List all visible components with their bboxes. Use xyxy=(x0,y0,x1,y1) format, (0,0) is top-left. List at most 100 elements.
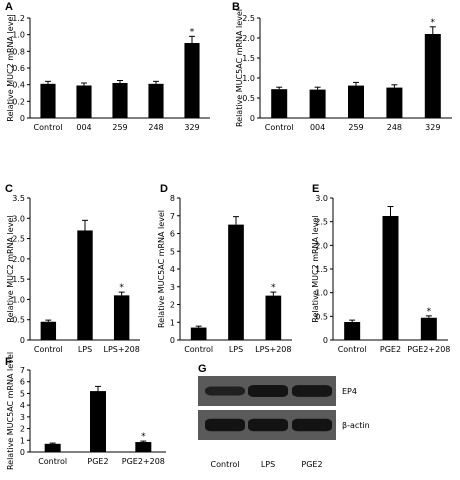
bar-lps-208 xyxy=(265,295,282,340)
y-axis-label: Relative MUC2 mRNA level xyxy=(6,215,15,322)
bar-pge2 xyxy=(382,215,399,340)
panel-label: G xyxy=(198,363,207,375)
panel-label: E xyxy=(312,183,319,195)
y-tick-label: 0.4 xyxy=(12,81,25,90)
y-tick-label: 2.0 xyxy=(315,241,328,250)
panel-label: A xyxy=(5,1,13,13)
x-tick-label: 004 xyxy=(76,123,91,132)
bar-pge2-208 xyxy=(135,442,152,452)
y-axis-label: Relative MUC2 mRNA level xyxy=(6,14,15,121)
y-tick-label: 1.0 xyxy=(242,74,255,83)
panel-label: F xyxy=(5,356,12,368)
y-tick-label: 3 xyxy=(20,413,25,422)
bar-control xyxy=(40,83,56,118)
y-tick-label: 7 xyxy=(20,366,25,375)
panel-label: D xyxy=(160,183,168,195)
x-tick-label: LPS xyxy=(229,345,243,354)
chart-panel-c: C 0 0.5 1.0 1.5 2.0 2.5 3.0 3.5 Relative MUC2 mRN… xyxy=(5,183,140,354)
x-tick-label: PGE2 xyxy=(380,345,401,354)
x-tick-label: Control xyxy=(338,345,367,354)
chart-panel-e: E 0 0.5 1.0 1.5 2.0 2.5 3.0 Relative MUC2 mRNA l… xyxy=(311,183,450,354)
x-tick-label: Control xyxy=(38,457,67,466)
significance-marker: * xyxy=(141,432,146,442)
x-tick-label: 329 xyxy=(184,123,199,132)
y-tick-label: 3.0 xyxy=(12,214,25,223)
bar-pge2 xyxy=(90,391,106,452)
blot-band xyxy=(292,418,332,432)
bar-248 xyxy=(386,87,403,118)
x-tick-label: LPS+208 xyxy=(255,345,291,354)
bar-control xyxy=(190,327,207,340)
y-axis-label: Relative MUC5AC mRNA level xyxy=(6,352,15,470)
y-axis-label: Relative MUC5AC mRNA level xyxy=(235,9,244,127)
bar-329 xyxy=(424,34,441,118)
y-tick-label: 0.8 xyxy=(12,47,25,56)
bar-control xyxy=(44,443,61,452)
y-tick-label: 2.5 xyxy=(242,14,255,23)
bar-control xyxy=(40,321,57,340)
x-tick-label: 248 xyxy=(148,123,163,132)
y-tick-label: 4 xyxy=(170,265,175,274)
blot-lane-label: Control xyxy=(211,460,240,469)
y-tick-label: 6 xyxy=(170,230,175,239)
blot-lane-label: LPS xyxy=(261,460,275,469)
bar-259 xyxy=(348,85,364,118)
y-tick-label: 2 xyxy=(170,301,175,310)
blot-panel-g: G EP4 β-actin Control LPS PGE2 xyxy=(198,363,370,469)
significance-marker: * xyxy=(427,307,432,317)
y-axis-label: Relative MUC5AC mRNA level xyxy=(157,210,166,328)
panel-label: B xyxy=(232,1,240,13)
bar-lps-208 xyxy=(113,295,130,340)
y-tick-label: 0 xyxy=(20,448,25,457)
y-tick-label: 1.0 xyxy=(12,295,25,304)
y-tick-label: 3.5 xyxy=(12,194,25,203)
y-tick-label: 5 xyxy=(170,247,175,256)
bar-control xyxy=(344,322,361,340)
y-tick-label: 0 xyxy=(250,114,255,123)
significance-marker: * xyxy=(190,27,195,37)
y-tick-label: 8 xyxy=(170,194,175,203)
y-tick-label: 2.0 xyxy=(12,255,25,264)
blot-band xyxy=(205,418,245,432)
blot-band xyxy=(205,386,245,396)
bar-329 xyxy=(184,43,200,118)
y-tick-label: 6 xyxy=(20,378,25,387)
y-tick-label: 3.0 xyxy=(315,194,328,203)
bar-lps xyxy=(77,230,93,340)
y-axis-label: Relative MUC2 mRNA level xyxy=(311,215,320,322)
blot-lane-label: PGE2 xyxy=(301,460,322,469)
y-tick-label: 3 xyxy=(170,283,175,292)
y-tick-label: 1.5 xyxy=(12,275,25,284)
blot-band xyxy=(248,418,288,432)
x-tick-label: PGE2 xyxy=(87,457,108,466)
y-tick-label: 0 xyxy=(20,114,25,123)
y-tick-label: 1 xyxy=(20,436,25,445)
y-tick-label: 0.2 xyxy=(12,97,25,106)
y-tick-label: 0.5 xyxy=(242,94,255,103)
y-tick-label: 0 xyxy=(170,336,175,345)
x-tick-label: Control xyxy=(34,345,63,354)
bar-004 xyxy=(309,89,326,118)
y-tick-label: 0.5 xyxy=(315,312,328,321)
significance-marker: * xyxy=(271,283,276,293)
significance-marker: * xyxy=(431,18,436,28)
x-tick-label: 259 xyxy=(348,123,363,132)
y-tick-label: 1.5 xyxy=(242,54,255,63)
y-tick-label: 4 xyxy=(20,401,25,410)
x-tick-label: PGE2+208 xyxy=(122,457,165,466)
y-tick-label: 5 xyxy=(20,389,25,398)
chart-panel-d: D 0 1 2 3 4 5 6 7 8 Relative MUC5AC mRNA level Cont… xyxy=(157,183,292,354)
y-tick-label: 2.0 xyxy=(242,34,255,43)
y-tick-label: 0.6 xyxy=(12,64,25,73)
y-tick-label: 2 xyxy=(20,425,25,434)
blot-band xyxy=(248,384,288,398)
blot-band xyxy=(292,385,332,397)
x-tick-label: 329 xyxy=(425,123,440,132)
blot-row-label: β-actin xyxy=(342,421,370,430)
y-tick-label: 1.2 xyxy=(12,14,25,23)
x-tick-label: Control xyxy=(34,123,63,132)
y-tick-label: 0.5 xyxy=(12,316,25,325)
